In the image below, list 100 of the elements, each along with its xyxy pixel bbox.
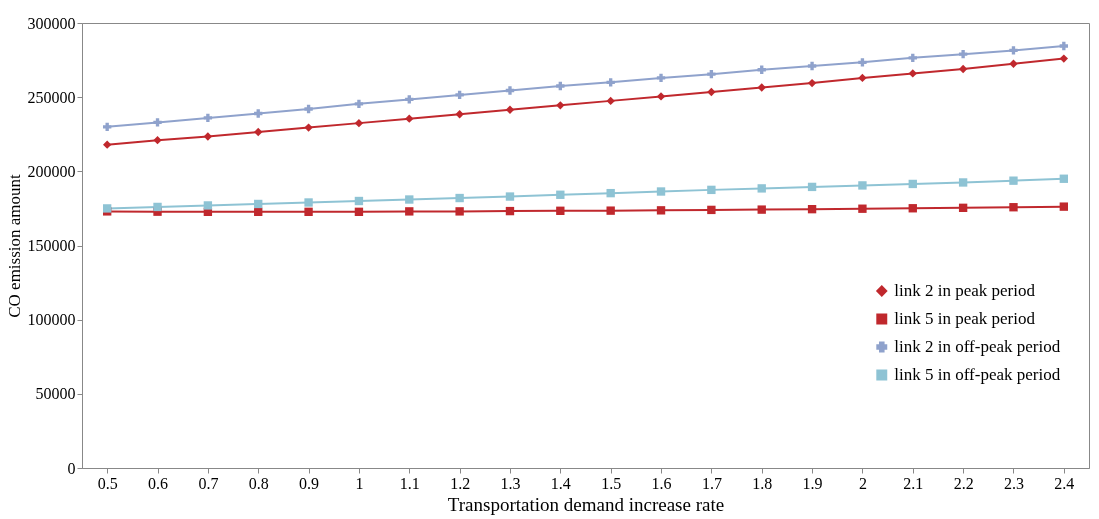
x-tick-label: 1.6 bbox=[651, 474, 672, 492]
y-tick-label: 150000 bbox=[27, 237, 76, 254]
point bbox=[153, 136, 162, 145]
point bbox=[304, 123, 313, 132]
point bbox=[556, 81, 565, 91]
point bbox=[757, 83, 766, 92]
point bbox=[254, 199, 263, 209]
point bbox=[455, 90, 464, 100]
x-tick-label: 0.9 bbox=[299, 474, 320, 492]
point bbox=[807, 61, 817, 71]
point bbox=[958, 178, 968, 187]
point bbox=[1059, 54, 1069, 63]
x-tick-label: 1.4 bbox=[550, 474, 571, 492]
point bbox=[807, 204, 817, 214]
point bbox=[606, 188, 615, 198]
point bbox=[102, 140, 112, 149]
point bbox=[757, 205, 766, 214]
x-tick-label: 2.3 bbox=[1003, 474, 1024, 492]
point bbox=[1059, 202, 1069, 211]
point bbox=[102, 122, 112, 132]
point bbox=[908, 69, 917, 78]
point bbox=[354, 118, 364, 128]
y-tick-label: 300000 bbox=[27, 14, 76, 32]
point bbox=[254, 109, 263, 118]
point bbox=[707, 87, 716, 97]
point bbox=[656, 92, 666, 101]
point bbox=[656, 73, 666, 83]
point bbox=[505, 86, 515, 95]
point bbox=[606, 78, 615, 87]
point bbox=[858, 73, 867, 83]
point bbox=[354, 196, 364, 206]
x-tick-label: 0.7 bbox=[198, 474, 219, 492]
point bbox=[405, 195, 414, 204]
point bbox=[757, 184, 766, 193]
point bbox=[556, 101, 565, 110]
point bbox=[505, 206, 515, 216]
point bbox=[858, 181, 867, 190]
y-axis-title: CO emission amount bbox=[4, 173, 24, 318]
point bbox=[858, 58, 867, 67]
point bbox=[807, 182, 817, 192]
x-tick-label: 1 bbox=[355, 474, 364, 492]
point bbox=[1059, 41, 1069, 51]
point bbox=[606, 96, 615, 106]
point bbox=[505, 192, 515, 201]
point bbox=[405, 95, 414, 104]
x-tick-label: 1.8 bbox=[752, 474, 773, 492]
point bbox=[656, 206, 666, 215]
point bbox=[606, 206, 615, 215]
x-tick-label: 2.1 bbox=[903, 474, 924, 492]
point bbox=[505, 105, 515, 114]
point bbox=[455, 110, 464, 119]
point bbox=[405, 114, 414, 123]
y-tick-label: 250000 bbox=[27, 88, 76, 106]
point bbox=[304, 207, 313, 217]
point bbox=[858, 204, 867, 213]
point bbox=[908, 204, 917, 213]
point bbox=[1059, 174, 1069, 183]
x-tick-label: 1.9 bbox=[802, 474, 823, 492]
point bbox=[958, 64, 968, 74]
point bbox=[254, 207, 263, 217]
x-tick-label: 1.3 bbox=[500, 474, 521, 492]
x-tick-label: 2.4 bbox=[1054, 474, 1075, 492]
point bbox=[304, 104, 313, 114]
point bbox=[153, 118, 162, 127]
point bbox=[1009, 46, 1018, 55]
point bbox=[203, 132, 213, 141]
point bbox=[707, 205, 716, 215]
point bbox=[656, 187, 666, 196]
x-axis-title: Transportation demand increase rate bbox=[447, 493, 725, 515]
point bbox=[1009, 59, 1018, 68]
point bbox=[354, 99, 364, 109]
point bbox=[153, 202, 162, 212]
x-tick-label: 1.1 bbox=[399, 474, 420, 492]
point bbox=[405, 207, 414, 216]
x-tick-label: 2.2 bbox=[953, 474, 974, 492]
point bbox=[908, 53, 917, 63]
y-tick-label: 100000 bbox=[27, 311, 76, 329]
point bbox=[203, 113, 213, 123]
point bbox=[1009, 203, 1018, 212]
x-tick-label: 0.5 bbox=[97, 474, 118, 492]
point bbox=[958, 203, 968, 213]
point bbox=[1009, 176, 1018, 185]
x-tick-label: 1.2 bbox=[450, 474, 471, 492]
x-tick-label: 1.5 bbox=[601, 474, 622, 492]
point bbox=[556, 190, 565, 199]
x-tick-label: 1.7 bbox=[701, 474, 722, 492]
point bbox=[354, 207, 364, 217]
point bbox=[304, 198, 313, 207]
legend-label: link 5 in off-peak period bbox=[894, 365, 1061, 384]
legend-label: link 2 in peak period bbox=[894, 281, 1036, 300]
point bbox=[807, 78, 817, 88]
point bbox=[455, 193, 464, 203]
point bbox=[203, 201, 213, 210]
point bbox=[556, 206, 565, 215]
y-tick-label: 0 bbox=[67, 459, 76, 477]
y-tick-label: 50000 bbox=[35, 385, 76, 403]
legend-label: link 5 in peak period bbox=[894, 309, 1036, 328]
point bbox=[254, 127, 263, 137]
legend-label: link 2 in off-peak period bbox=[894, 337, 1061, 356]
x-tick-label: 0.8 bbox=[248, 474, 269, 492]
